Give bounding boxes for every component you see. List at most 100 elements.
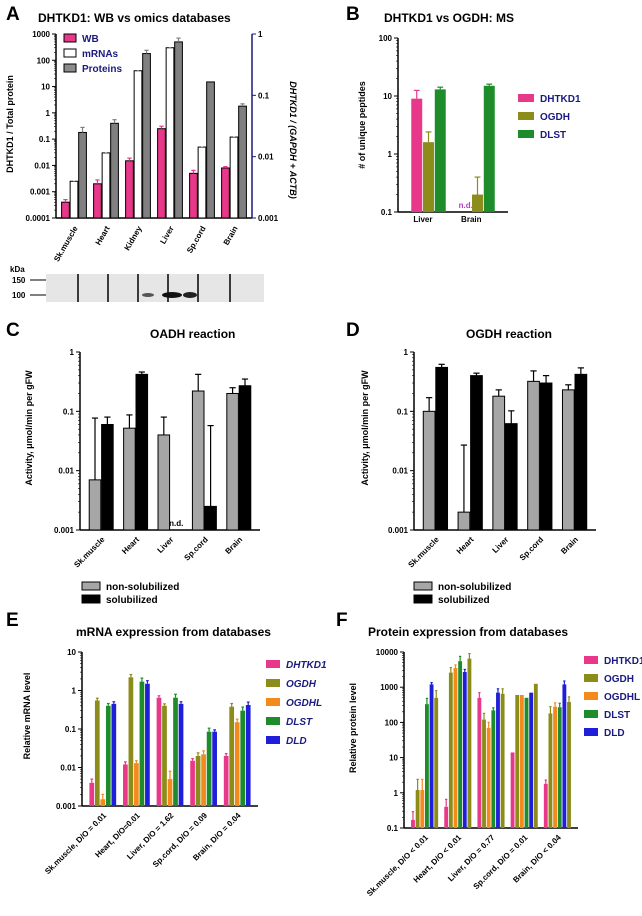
bar-f-3-1 <box>515 695 520 828</box>
bar-c-0-1 <box>101 423 114 531</box>
y-tick-label: 1 <box>46 109 51 118</box>
bar-e-0-0 <box>89 782 95 806</box>
bar-f-0-3 <box>425 704 429 828</box>
panel-letter-d: D <box>346 320 360 341</box>
legend-swatch-4 <box>584 728 598 736</box>
bar-f-4-4 <box>562 684 567 828</box>
legend-swatch-3 <box>266 717 280 725</box>
wb-band-kidney <box>142 293 154 297</box>
wb-kda-label: kDa <box>10 265 25 274</box>
legend-label-2: OGDHL <box>604 692 640 703</box>
x-tick-label-0: Sk.muscle <box>52 224 80 263</box>
x-tick-label-2: Liver <box>491 535 511 555</box>
legend-swatch-0 <box>63 33 77 43</box>
legend-label-1: OGDH <box>604 674 634 685</box>
y-tick-label: 1 <box>404 348 409 357</box>
legend-swatch-1 <box>266 679 280 687</box>
bar-d-1-1 <box>470 375 483 531</box>
bar-e-0-4 <box>111 703 117 806</box>
bar-b-0-0 <box>411 98 423 212</box>
bar-d-3-0 <box>527 380 540 531</box>
y-tick-label: 0.001 <box>56 802 77 811</box>
x-tick-label-0: Sk.muscle, D/O = 0.01 <box>43 811 108 876</box>
panel-letter-f: F <box>336 610 348 631</box>
bar-c-2-0 <box>157 434 171 531</box>
y-tick-label: 0.1 <box>39 135 51 144</box>
bar-f-4-3 <box>557 707 562 828</box>
bar-a-2-0 <box>125 160 134 219</box>
bar-e-1-0 <box>123 764 128 806</box>
legend-swatch-0 <box>266 660 280 668</box>
bar-e-0-1 <box>94 700 100 806</box>
bar-f-2-1 <box>482 719 486 828</box>
legend-swatch-1 <box>81 594 101 604</box>
x-tick-label-0: Sk.muscle <box>72 535 107 570</box>
bar-f-1-4 <box>462 672 467 828</box>
bar-f-4-1 <box>548 713 553 828</box>
bar-f-1-0 <box>444 806 449 828</box>
bar-f-2-2 <box>486 727 491 828</box>
x-tick-label-3: Sp.cord <box>518 535 546 563</box>
legend-swatch-1 <box>584 674 598 682</box>
bar-c-1-0 <box>123 427 136 531</box>
bar-f-0-2 <box>420 790 425 828</box>
y-tick-label: 1000 <box>380 683 398 692</box>
y-tick-label: 0.01 <box>392 467 408 476</box>
legend-label-2: DLST <box>540 130 566 141</box>
x-tick-label-1: Heart <box>455 535 476 556</box>
right-tick-label: 0.001 <box>258 214 279 223</box>
y-tick-label: 10000 <box>376 648 399 657</box>
panel-letter-e: E <box>6 610 19 631</box>
panel-letter-c: C <box>6 320 20 341</box>
legend-label-1: OGDH <box>540 112 570 123</box>
bar-e-4-2 <box>234 722 240 806</box>
nd-annotation: n.d. <box>459 201 473 210</box>
bar-e-2-3 <box>173 697 178 806</box>
x-tick-label-0: Sk.muscle <box>406 535 441 570</box>
bar-a-1-0 <box>93 183 102 219</box>
x-tick-label-5: Brain <box>222 224 240 246</box>
panel-e-title: mRNA expression from databases <box>76 625 271 639</box>
bar-a-5-0 <box>221 167 230 219</box>
bar-f-0-4 <box>429 684 434 828</box>
bar-f-4-0 <box>543 783 548 828</box>
x-tick-label-4: Sp.cord <box>185 224 208 254</box>
legend-swatch-1 <box>518 112 534 120</box>
panel-a-title: DHTKD1: WB vs omics databases <box>38 11 231 25</box>
legend-label-0: DHTKD1 <box>286 660 327 671</box>
legend-swatch-3 <box>584 710 598 718</box>
y-tick-label: 0.001 <box>30 188 51 197</box>
y-tick-label: 1 <box>388 150 393 159</box>
bar-e-3-3 <box>206 731 212 806</box>
bar-a-3-0 <box>157 128 166 219</box>
bar-e-0-3 <box>105 705 111 806</box>
panel-d-ylabel: Activity, μmol/min per gFW <box>360 370 370 486</box>
bar-d-3-1 <box>539 382 553 531</box>
bar-e-4-4 <box>245 705 251 806</box>
wb-band-liver-1 <box>162 292 182 298</box>
legend-swatch-2 <box>63 63 77 73</box>
bar-f-4-2 <box>553 706 557 828</box>
bar-f-0-5 <box>434 697 439 828</box>
bar-e-2-4 <box>178 703 184 806</box>
nd-annotation: n.d. <box>169 519 183 528</box>
bar-b-1-2 <box>483 85 495 212</box>
legend-swatch-1 <box>413 594 433 604</box>
chart-b: 0.1 1 10 100 n.d. Liver Brain DHTKD1 OGDH DLST <box>379 34 581 224</box>
y-tick-label: 100 <box>385 718 399 727</box>
bar-d-2-0 <box>492 395 506 531</box>
y-tick-label: 1 <box>394 789 399 798</box>
x-tick-label-1: Heart <box>120 535 141 556</box>
bar-a-5-1 <box>229 136 239 219</box>
bar-f-2-3 <box>491 710 496 828</box>
bar-f-3-3 <box>524 697 529 828</box>
legend-swatch-4 <box>266 736 280 744</box>
y-tick-label: 0.01 <box>58 467 74 476</box>
legend-label-4: DLD <box>604 728 625 739</box>
bar-c-3-0 <box>191 390 205 531</box>
legend-swatch-2 <box>518 130 534 138</box>
y-tick-label: 10 <box>41 83 50 92</box>
chart-a: 0.0001 0.001 0.01 0.1 1 10 100 1000 0.001 0.01 0.1… <box>26 30 279 263</box>
